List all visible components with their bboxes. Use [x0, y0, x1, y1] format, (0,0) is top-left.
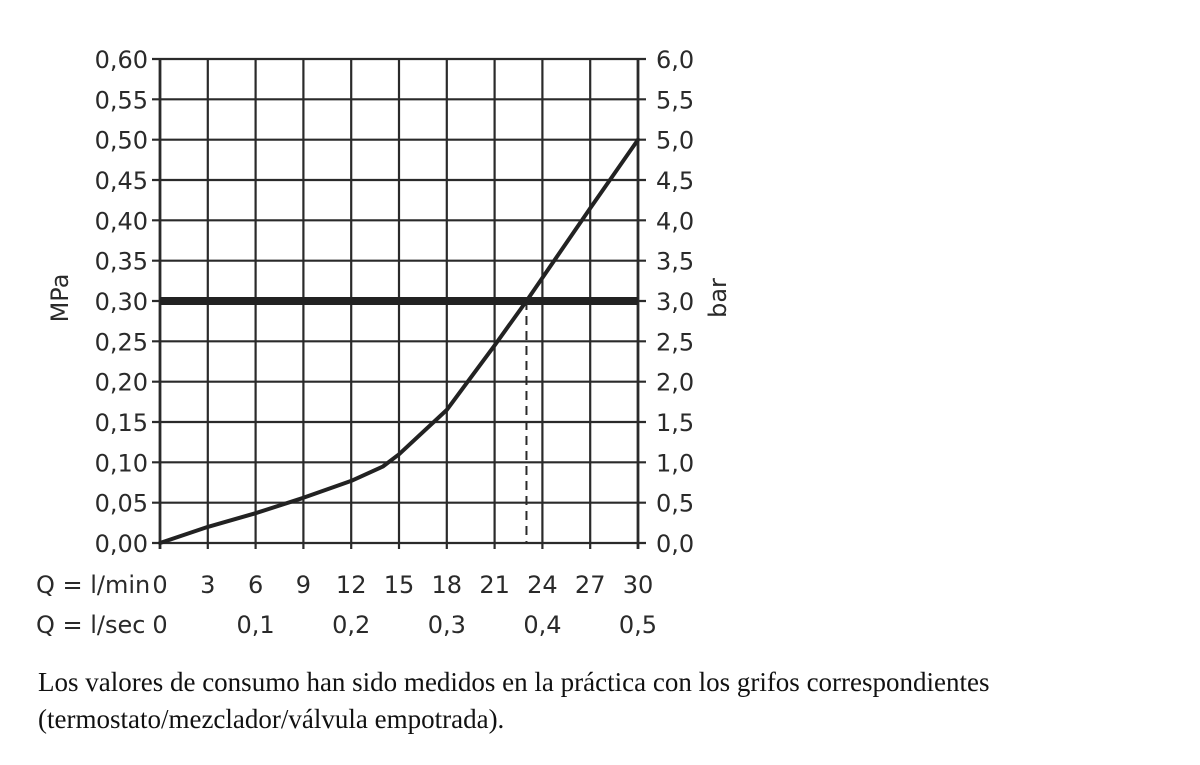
y-right-tick-label: 4,0 — [656, 207, 694, 235]
y-right-tick-label: 6,0 — [656, 46, 694, 74]
y-tick-label: 0,10 — [95, 449, 148, 477]
y-tick-label: 0,35 — [95, 248, 148, 276]
x-tick-label-lsec: 0,4 — [523, 611, 561, 639]
y-tick-label: 0,60 — [95, 46, 148, 74]
x-tick-label-lmin: 21 — [479, 571, 510, 599]
x-tick-label-lsec: 0,3 — [428, 611, 466, 639]
y-tick-label: 0,25 — [95, 328, 148, 356]
series-layer — [158, 137, 640, 545]
y-right-axis-title: bar — [704, 278, 732, 318]
y-right-tick-label: 1,5 — [656, 409, 694, 437]
x-tick-label-lsec: 0,1 — [237, 611, 275, 639]
x-tick-label-lmin: 0 — [152, 571, 167, 599]
y-tick-label: 0,30 — [95, 288, 148, 316]
x-tick-label-lmin: 9 — [296, 571, 311, 599]
y-right-tick-label: 2,5 — [656, 328, 694, 356]
x-tick-label-lmin: 30 — [623, 571, 654, 599]
x-tick-label-lmin: 18 — [432, 571, 463, 599]
y-tick-label: 0,15 — [95, 409, 148, 437]
x-tick-label-lsec: 0,5 — [619, 611, 657, 639]
footnote: Los valores de consumo han sido medidos … — [38, 667, 990, 734]
x-tick-label-lsec: 0,2 — [332, 611, 370, 639]
series-line — [158, 137, 640, 545]
reference-line-layer — [160, 297, 638, 543]
y-right-tick-label: 3,0 — [656, 288, 694, 316]
y-right-tick-label: 4,5 — [656, 167, 694, 195]
x-tick-label-lmin: 6 — [248, 571, 263, 599]
y-right-tick-label: 5,0 — [656, 127, 694, 155]
y-tick-label: 0,50 — [95, 127, 148, 155]
x-tick-labels: 0 3 6 9 12 15 18 21 24 27 30 0 0,1 0,2 0,3 0,4 0,5 — [152, 571, 657, 639]
y-right-tick-label: 3,5 — [656, 248, 694, 276]
y-right-tick-label: 0,5 — [656, 490, 694, 518]
y-axis-title: MPa — [46, 274, 74, 323]
y-tick-label: 0,45 — [95, 167, 148, 195]
y-right-tick-label: 1,0 — [656, 449, 694, 477]
x-tick-label-lmin: 15 — [384, 571, 415, 599]
y-right-tick-label: 0,0 — [656, 530, 694, 558]
y-right-tick-label: 2,0 — [656, 369, 694, 397]
x-tick-label-lmin: 24 — [527, 571, 558, 599]
y-tick-label: 0,05 — [95, 490, 148, 518]
x-row-label-lsec: Q = l/sec — [36, 611, 145, 639]
y-right-tick-label: 5,5 — [656, 86, 694, 114]
x-tick-label-lmin: 27 — [575, 571, 606, 599]
x-tick-label-lmin: 3 — [200, 571, 215, 599]
flow-pressure-chart: 0,00 0,00,05 0,50,10 1,00,15 1,50,20 2,00,25 2… — [36, 46, 732, 639]
y-tick-label: 0,00 — [95, 530, 148, 558]
y-tick-label: 0,55 — [95, 86, 148, 114]
x-row-label-lmin: Q = l/min — [36, 571, 150, 599]
y-tick-label: 0,20 — [95, 369, 148, 397]
x-tick-label-lmin: 12 — [336, 571, 367, 599]
y-tick-label: 0,40 — [95, 207, 148, 235]
x-tick-label-lsec: 0 — [152, 611, 167, 639]
y-tick-labels: 0,00 0,0 0,05 0,5 0,10 1,0 0,15 1,5 0,20 2,0 0,25 2… — [95, 46, 695, 558]
